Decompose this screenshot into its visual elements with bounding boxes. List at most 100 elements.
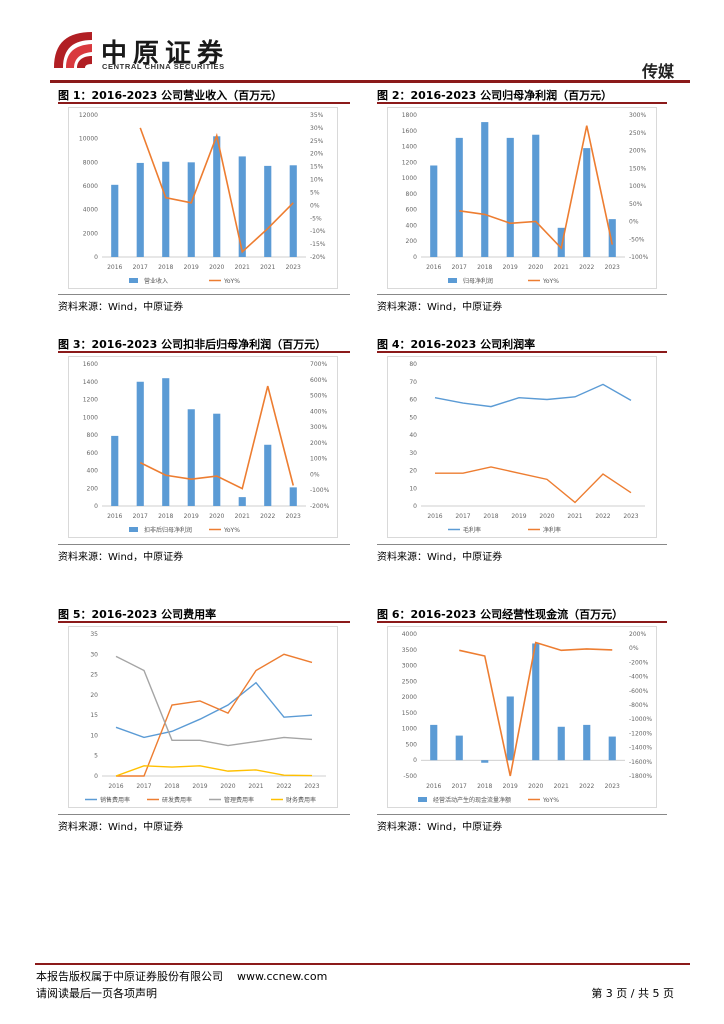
y-tick-label: 10000 xyxy=(79,136,98,143)
bar xyxy=(608,219,616,257)
y2-tick-label: 300% xyxy=(310,424,327,431)
bar xyxy=(238,156,246,257)
y-tick-label: 200 xyxy=(87,485,99,492)
y-tick-label: 3500 xyxy=(402,647,417,654)
y-tick-label: 0 xyxy=(94,254,98,261)
yoy-line xyxy=(459,125,614,250)
series-line xyxy=(115,765,313,777)
yoy-line xyxy=(139,127,294,254)
legend-label: 销售费用率 xyxy=(100,796,130,804)
y-tick-label: 0 xyxy=(413,254,417,261)
legend-label: 毛利率 xyxy=(463,526,481,534)
x-tick-label: 2020 xyxy=(209,513,224,520)
x-tick-label: 2020 xyxy=(528,264,543,271)
y2-tick-label: -100% xyxy=(310,487,330,494)
x-tick-label: 2021 xyxy=(554,264,569,271)
y2-tick-label: 0% xyxy=(629,645,639,652)
y-tick-label: 10 xyxy=(90,732,98,739)
figure-2-chart: 0 200 400 600 800 1000 1200 1400 1600 1800 -100% -5… xyxy=(387,107,657,289)
x-tick-label: 2017 xyxy=(136,783,151,790)
x-tick-label: 2016 xyxy=(107,513,122,520)
bar xyxy=(557,726,565,761)
figure-1-source: 资料来源：Wind，中原证券 xyxy=(58,302,184,313)
x-tick-label: 2016 xyxy=(426,783,441,790)
y-tick-label: 1200 xyxy=(83,397,98,404)
footer-copyright-line: 本报告版权属于中原证券股份有限公司 www.ccnew.com xyxy=(36,968,327,984)
x-tick-label: 2022 xyxy=(276,783,291,790)
y-tick-label: 0 xyxy=(413,757,417,764)
y-tick-label: 50 xyxy=(409,414,417,421)
x-tick-label: 2020 xyxy=(220,783,235,790)
bar xyxy=(289,487,297,506)
y2-tick-label: -50% xyxy=(629,236,645,243)
x-tick-label: 2016 xyxy=(108,783,123,790)
y2-tick-label: 0% xyxy=(629,219,639,226)
x-tick-label: 2017 xyxy=(133,513,148,520)
legend-label: 财务费用率 xyxy=(286,796,316,804)
y2-tick-label: -200% xyxy=(310,503,330,510)
y-tick-label: 2000 xyxy=(83,230,98,237)
y-tick-label: 8000 xyxy=(83,159,98,166)
y-tick-label: 25 xyxy=(90,672,98,679)
x-tick-label: 2022 xyxy=(260,513,275,520)
y2-tick-label: 100% xyxy=(310,456,327,463)
chart-frame xyxy=(387,356,657,538)
figure-3-source-rule xyxy=(58,544,350,545)
bar xyxy=(532,643,540,761)
y-tick-label: 600 xyxy=(87,450,99,457)
y2-tick-label: 200% xyxy=(629,148,646,155)
y-tick-label: 2000 xyxy=(402,694,417,701)
y-tick-label: 40 xyxy=(409,432,417,439)
y2-tick-label: 10% xyxy=(310,177,324,184)
y2-tick-label: -200% xyxy=(629,659,649,666)
bar xyxy=(136,162,144,257)
figure-1-source-rule xyxy=(58,294,350,295)
legend-swatch xyxy=(129,278,138,283)
y-tick-label: 0 xyxy=(94,773,98,780)
legend-label: 研发费用率 xyxy=(162,796,192,804)
x-tick-label: 2023 xyxy=(304,783,319,790)
figure-2-source-rule xyxy=(377,294,667,295)
x-tick-label: 2022 xyxy=(579,264,594,271)
y-tick-label: 10 xyxy=(409,485,417,492)
figure-3-chart: 0 200 400 600 800 1000 1200 1400 1600 -200% -100% 0… xyxy=(68,356,338,538)
y-tick-label: 6000 xyxy=(83,183,98,190)
figure-6-title-rule xyxy=(377,621,667,623)
legend-swatch xyxy=(418,797,427,802)
bar xyxy=(583,148,591,257)
x-tick-label: 2019 xyxy=(184,513,199,520)
x-tick-label: 2020 xyxy=(528,783,543,790)
y-tick-label: 4000 xyxy=(402,631,417,638)
y-tick-label: 1200 xyxy=(402,159,417,166)
yoy-line xyxy=(139,385,295,490)
bar xyxy=(506,696,514,761)
y-tick-label: 30 xyxy=(409,450,417,457)
y2-tick-label: -20% xyxy=(310,254,326,261)
bar xyxy=(264,165,272,257)
x-tick-label: 2020 xyxy=(539,513,554,520)
y-tick-label: 4000 xyxy=(83,207,98,214)
y2-tick-label: 20% xyxy=(310,151,324,158)
y-tick-label: 1400 xyxy=(83,379,98,386)
bar xyxy=(162,378,170,506)
bar xyxy=(583,724,591,761)
figure-1-chart: 0 2000 4000 6000 8000 10000 12000 -20% -15% -10% -… xyxy=(68,107,338,289)
x-tick-label: 2019 xyxy=(503,783,518,790)
figure-3-title: 图 3：2016-2023 公司扣非后归母净利润（百万元） xyxy=(58,338,327,351)
x-tick-label: 2020 xyxy=(209,264,224,271)
chart-frame xyxy=(68,356,338,538)
y2-tick-label: 700% xyxy=(310,361,327,368)
yoy-line xyxy=(459,641,613,777)
x-tick-label: 2022 xyxy=(579,783,594,790)
figure-2-title-rule xyxy=(377,102,667,104)
chart-svg: 0 5 10 15 20 25 30 35 2016 2017 2018 2019 2020 2021 20… xyxy=(68,626,338,808)
figure-6-title: 图 6：2016-2023 公司经营性现金流（百万元） xyxy=(377,608,624,621)
bar xyxy=(455,735,463,761)
y-tick-label: 1400 xyxy=(402,144,417,151)
bar xyxy=(213,136,221,257)
x-tick-label: 2021 xyxy=(248,783,263,790)
y-tick-label: 600 xyxy=(406,207,418,214)
footer-website[interactable]: www.ccnew.com xyxy=(237,970,328,983)
x-tick-label: 2018 xyxy=(164,783,179,790)
y2-tick-label: 600% xyxy=(310,377,327,384)
